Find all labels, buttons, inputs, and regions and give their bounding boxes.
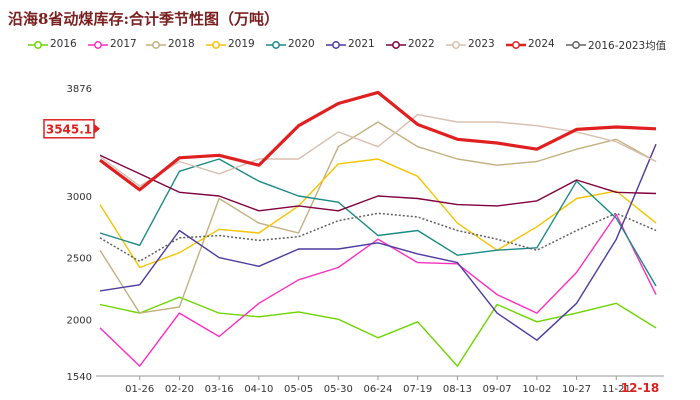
x-tick-label: 06-24 — [363, 384, 392, 395]
legend-label: 2018 — [168, 38, 195, 50]
legend: 2016 2017 2018 2019 2020 2021 2022 2023 2024 2016… — [28, 37, 700, 53]
legend-label: 2017 — [110, 38, 137, 50]
series-line-2021 — [99, 143, 657, 341]
x-tick-label: 03-16 — [205, 384, 234, 395]
legend-swatch-icon — [566, 41, 586, 49]
legend-swatch-icon — [266, 41, 286, 49]
x-tick-label: 11-21 — [602, 384, 631, 395]
current-date-label: 12-18 — [621, 381, 659, 395]
legend-label: 2019 — [228, 38, 255, 50]
legend-swatch-icon — [146, 41, 166, 49]
current-value-badge-pointer — [94, 123, 100, 134]
legend-swatch-icon — [446, 41, 466, 49]
x-tick-label: 01-26 — [125, 384, 154, 395]
x-tick-label: 07-19 — [403, 384, 432, 395]
x-tick-label: 04-10 — [244, 384, 273, 395]
legend-label: 2020 — [288, 38, 315, 50]
x-tick-label: 09-07 — [483, 384, 512, 395]
series-line-2017 — [99, 213, 657, 367]
y-tick-label: 1540 — [67, 372, 92, 383]
series-line-avg — [99, 212, 657, 263]
series-line-2020 — [99, 158, 657, 287]
legend-swatch-icon — [206, 41, 226, 49]
legend-label: 2016 — [50, 38, 77, 50]
y-tick-label: 3876 — [67, 84, 92, 95]
legend-swatch-icon — [506, 41, 526, 49]
x-tick-label: 10-27 — [562, 384, 591, 395]
legend-label: 2024 — [528, 38, 555, 50]
legend-label: 2021 — [348, 38, 375, 50]
series-line-2018 — [99, 121, 657, 314]
legend-label: 2022 — [408, 38, 435, 50]
series-line-2019 — [99, 158, 657, 269]
x-tick-label: 05-05 — [284, 384, 313, 395]
y-tick-label: 3000 — [67, 192, 92, 203]
legend-label: 2023 — [468, 38, 495, 50]
y-tick-label: 2500 — [67, 254, 92, 265]
series-line-2024 — [99, 90, 657, 192]
legend-swatch-icon — [326, 41, 346, 49]
series-line-2022 — [99, 154, 657, 212]
x-tick-label: 10-02 — [522, 384, 551, 395]
legend-swatch-icon — [88, 41, 108, 49]
legend-label: 2016-2023均值 — [588, 40, 667, 52]
current-value-label: 3545.1 — [46, 122, 92, 136]
y-tick-label: 2000 — [67, 315, 92, 326]
legend-swatch-icon — [28, 41, 48, 49]
chart-title: 沿海8省动煤库存:合计季节性图（万吨） — [8, 10, 279, 28]
legend-swatch-icon — [386, 41, 406, 49]
x-tick-label: 05-30 — [324, 384, 353, 395]
x-tick-label: 02-20 — [165, 384, 194, 395]
x-tick-label: 08-13 — [443, 384, 472, 395]
series-line-2023 — [99, 113, 657, 187]
